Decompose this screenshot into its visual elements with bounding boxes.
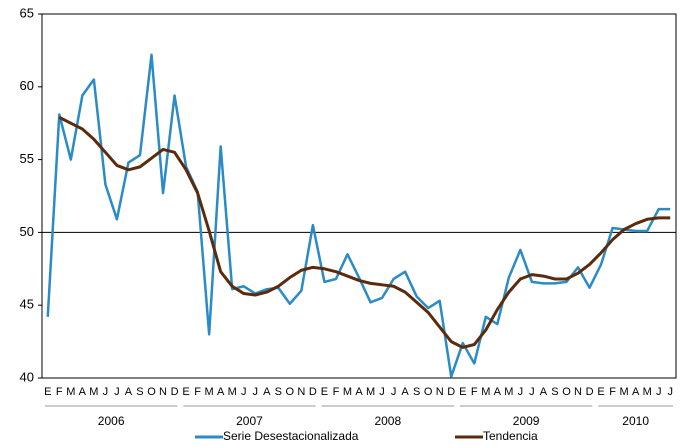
- legend-label: Tendencia: [483, 429, 538, 443]
- x-group-label: 2006: [98, 414, 125, 428]
- legend-label: Serie Desestacionalizada: [223, 429, 359, 443]
- y-tick-label: 40: [20, 369, 34, 384]
- x-tick-label: A: [632, 386, 640, 398]
- x-tick-label: A: [79, 386, 87, 398]
- x-tick-label: M: [205, 386, 214, 398]
- x-tick-label: F: [194, 386, 201, 398]
- y-tick-label: 45: [20, 297, 34, 312]
- x-tick-label: J: [656, 386, 662, 398]
- x-tick-label: M: [343, 386, 352, 398]
- x-tick-label: A: [494, 386, 502, 398]
- x-tick-label: N: [159, 386, 167, 398]
- x-tick-label: E: [44, 386, 51, 398]
- x-group-label: 2010: [622, 414, 649, 428]
- x-tick-label: F: [471, 386, 478, 398]
- x-tick-label: M: [366, 386, 375, 398]
- x-group-label: 2007: [236, 414, 263, 428]
- x-tick-label: J: [114, 386, 120, 398]
- x-tick-label: M: [228, 386, 237, 398]
- x-tick-label: E: [597, 386, 604, 398]
- x-tick-label: J: [391, 386, 397, 398]
- x-tick-label: O: [147, 386, 156, 398]
- x-tick-label: S: [551, 386, 558, 398]
- x-tick-label: O: [424, 386, 433, 398]
- x-tick-label: D: [447, 386, 455, 398]
- x-tick-label: N: [436, 386, 444, 398]
- x-tick-label: S: [136, 386, 143, 398]
- x-tick-label: A: [355, 386, 363, 398]
- x-tick-label: E: [459, 386, 466, 398]
- x-tick-label: D: [309, 386, 317, 398]
- y-tick-label: 65: [20, 5, 34, 20]
- x-tick-label: J: [518, 386, 524, 398]
- x-tick-label: M: [504, 386, 513, 398]
- x-tick-label: A: [217, 386, 225, 398]
- x-tick-label: S: [413, 386, 420, 398]
- x-tick-label: S: [275, 386, 282, 398]
- x-tick-label: F: [333, 386, 340, 398]
- x-tick-label: E: [182, 386, 189, 398]
- y-tick-label: 50: [20, 224, 34, 239]
- x-group-label: 2009: [513, 414, 540, 428]
- x-tick-label: A: [263, 386, 271, 398]
- x-tick-label: A: [125, 386, 133, 398]
- y-tick-label: 55: [20, 151, 34, 166]
- x-tick-label: F: [56, 386, 63, 398]
- x-tick-label: J: [667, 386, 673, 398]
- x-tick-label: N: [574, 386, 582, 398]
- x-tick-label: J: [379, 386, 385, 398]
- y-tick-label: 60: [20, 78, 34, 93]
- x-tick-label: J: [253, 386, 259, 398]
- x-tick-label: M: [89, 386, 98, 398]
- x-tick-label: F: [609, 386, 616, 398]
- x-tick-label: A: [540, 386, 548, 398]
- series-line: [58, 116, 671, 349]
- x-tick-label: O: [562, 386, 571, 398]
- series-line: [46, 53, 671, 378]
- x-tick-label: J: [241, 386, 247, 398]
- x-tick-label: M: [66, 386, 75, 398]
- x-tick-label: D: [171, 386, 179, 398]
- x-tick-label: N: [297, 386, 305, 398]
- x-tick-label: M: [643, 386, 652, 398]
- x-tick-label: M: [620, 386, 629, 398]
- x-tick-label: E: [321, 386, 328, 398]
- x-tick-label: D: [586, 386, 594, 398]
- x-tick-label: J: [529, 386, 535, 398]
- x-tick-label: A: [401, 386, 409, 398]
- x-tick-label: M: [481, 386, 490, 398]
- plot-frame: [41, 13, 677, 379]
- x-tick-label: O: [286, 386, 295, 398]
- x-group-label: 2008: [374, 414, 401, 428]
- x-tick-label: J: [103, 386, 109, 398]
